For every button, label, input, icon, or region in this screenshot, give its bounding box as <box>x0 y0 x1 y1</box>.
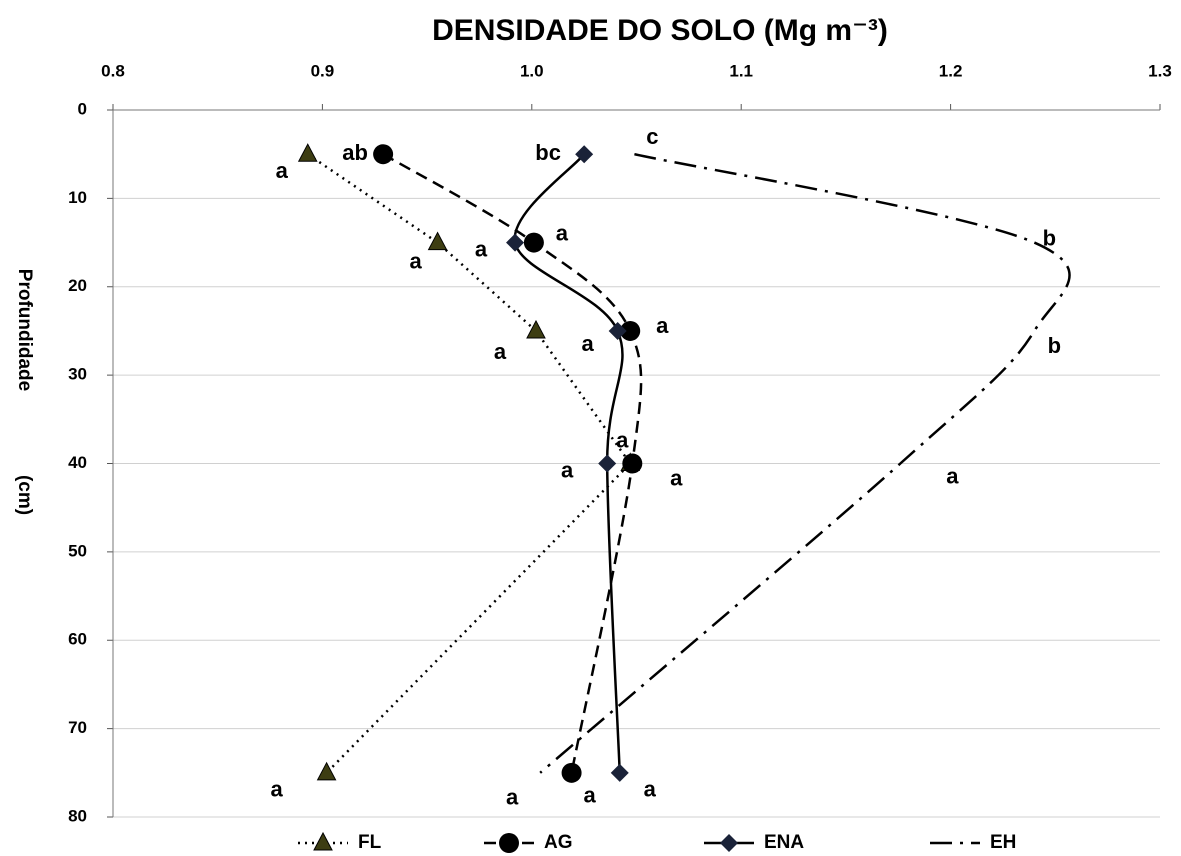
data-label: a <box>506 785 519 810</box>
marker <box>506 233 525 252</box>
marker <box>610 763 629 782</box>
data-label: a <box>276 158 289 183</box>
series-line <box>382 153 643 774</box>
legend-item: ENA <box>704 832 804 853</box>
y-tick-label: 60 <box>68 630 87 649</box>
marker <box>620 320 641 341</box>
marker <box>373 144 394 165</box>
y-tick-label: 70 <box>68 718 87 737</box>
y-tick-label: 30 <box>68 365 87 384</box>
marker <box>313 831 333 851</box>
legend-item: AG <box>484 832 573 853</box>
legend-item: FL <box>298 831 382 853</box>
marker <box>598 454 617 473</box>
x-tick-label: 1.2 <box>939 61 963 80</box>
data-label: a <box>561 457 574 482</box>
data-label: a <box>644 777 657 802</box>
y-axis-label: Profundidade <box>14 269 35 391</box>
legend-label: EH <box>990 832 1016 853</box>
data-label: bc <box>535 140 561 165</box>
marker <box>575 145 594 164</box>
data-label: a <box>670 465 683 490</box>
series-line <box>307 153 632 774</box>
y-tick-label: 50 <box>68 541 87 560</box>
marker <box>622 453 643 474</box>
data-label: a <box>556 220 569 245</box>
marker <box>526 319 546 339</box>
marker <box>316 761 337 781</box>
data-label: a <box>616 427 629 452</box>
x-tick-label: 1.1 <box>729 61 753 80</box>
marker <box>499 833 519 853</box>
y-tick-label: 80 <box>68 806 87 825</box>
chart-title: DENSIDADE DO SOLO (Mg m⁻³) <box>432 14 888 47</box>
y-tick-label: 0 <box>78 99 87 118</box>
legend-label: ENA <box>764 832 804 853</box>
data-label: a <box>494 339 507 364</box>
marker <box>608 321 627 340</box>
marker <box>720 834 738 852</box>
marker <box>297 143 318 162</box>
data-label: a <box>583 783 596 808</box>
data-label: b <box>1048 333 1061 358</box>
x-tick-label: 0.9 <box>311 61 335 80</box>
data-label: a <box>270 777 283 802</box>
legend-label: AG <box>544 832 573 853</box>
marker <box>523 232 544 253</box>
data-label: b <box>1043 225 1056 250</box>
legend-label: FL <box>358 832 382 853</box>
data-label: a <box>582 331 595 356</box>
data-label: a <box>656 313 669 338</box>
marker <box>561 762 582 783</box>
y-axis-label: (cm) <box>14 475 35 515</box>
x-tick-label: 1.0 <box>520 61 544 80</box>
legend-item: EH <box>930 832 1016 853</box>
data-label: a <box>475 236 488 261</box>
x-tick-label: 1.3 <box>1148 61 1172 80</box>
data-label: a <box>946 463 959 488</box>
series-line <box>513 153 624 773</box>
data-label: a <box>409 248 422 273</box>
y-tick-label: 40 <box>68 453 87 472</box>
x-tick-label: 0.8 <box>101 61 125 80</box>
data-label: c <box>646 124 658 149</box>
marker <box>427 231 448 251</box>
y-tick-label: 10 <box>68 188 87 207</box>
y-tick-label: 20 <box>68 276 87 295</box>
data-label: ab <box>342 140 368 165</box>
